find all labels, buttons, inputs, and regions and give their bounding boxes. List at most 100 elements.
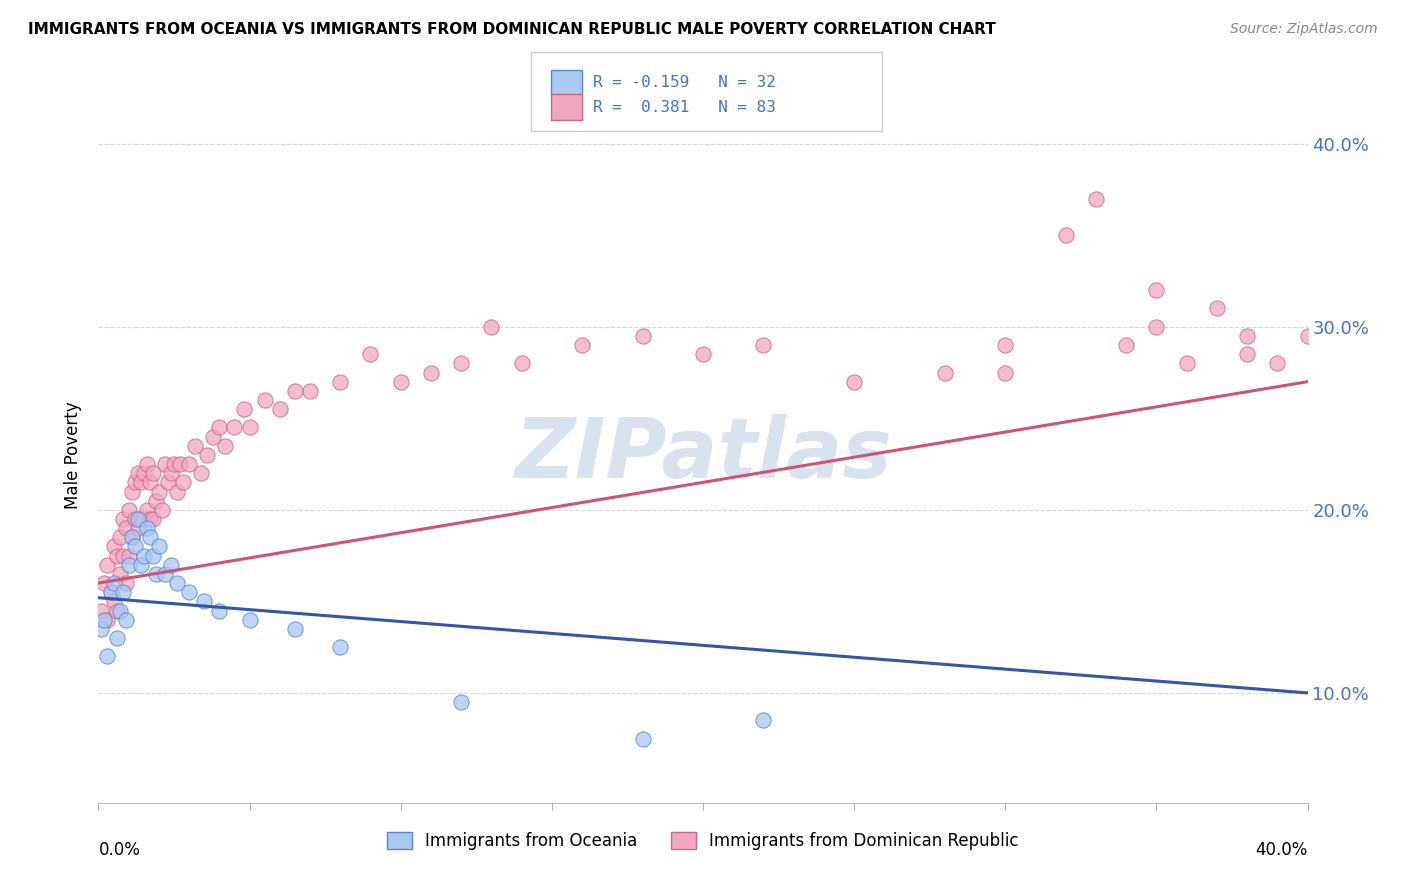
Point xyxy=(1206,301,1229,316)
Point xyxy=(90,622,112,636)
Point xyxy=(179,585,201,599)
Point xyxy=(193,594,215,608)
Point xyxy=(145,566,167,581)
Point xyxy=(692,347,714,361)
Point xyxy=(166,576,188,591)
Point xyxy=(179,457,201,471)
Point xyxy=(208,420,231,434)
Point xyxy=(111,585,134,599)
Point xyxy=(752,714,775,728)
Point xyxy=(139,512,162,526)
Point xyxy=(142,512,165,526)
Text: R =  0.381   N = 83: R = 0.381 N = 83 xyxy=(593,100,776,114)
Point xyxy=(124,540,146,554)
Point xyxy=(195,448,218,462)
Point xyxy=(139,530,162,544)
Point xyxy=(169,457,191,471)
Point xyxy=(132,512,155,526)
Point xyxy=(1144,319,1167,334)
Point xyxy=(148,484,170,499)
Point xyxy=(127,521,149,535)
Point xyxy=(420,366,443,380)
Point xyxy=(90,603,112,617)
Point xyxy=(114,576,136,591)
Point xyxy=(202,429,225,443)
Text: R = -0.159   N = 32: R = -0.159 N = 32 xyxy=(593,76,776,90)
Point xyxy=(103,576,125,591)
Point xyxy=(100,585,122,599)
Point xyxy=(103,594,125,608)
Point xyxy=(142,467,165,481)
Point xyxy=(389,375,412,389)
Point xyxy=(1236,329,1258,343)
Point xyxy=(129,558,152,572)
Point xyxy=(121,484,143,499)
Point xyxy=(108,530,131,544)
Point xyxy=(166,484,188,499)
Point xyxy=(631,329,654,343)
Point xyxy=(239,613,262,627)
Point xyxy=(156,475,179,490)
Point xyxy=(1296,329,1319,343)
Point xyxy=(127,467,149,481)
Point xyxy=(135,521,157,535)
Point xyxy=(148,540,170,554)
Point xyxy=(135,503,157,517)
Point xyxy=(121,530,143,544)
Point xyxy=(190,467,212,481)
Point xyxy=(127,512,149,526)
Point xyxy=(299,384,322,398)
Point xyxy=(752,338,775,352)
Point xyxy=(124,475,146,490)
Point xyxy=(631,731,654,746)
Point xyxy=(571,338,593,352)
Point xyxy=(214,439,236,453)
Point xyxy=(118,549,141,563)
Point xyxy=(96,649,118,664)
Legend: Immigrants from Oceania, Immigrants from Dominican Republic: Immigrants from Oceania, Immigrants from… xyxy=(381,826,1025,857)
Point xyxy=(121,530,143,544)
Point xyxy=(208,603,231,617)
Point xyxy=(114,521,136,535)
Point xyxy=(96,613,118,627)
Text: IMMIGRANTS FROM OCEANIA VS IMMIGRANTS FROM DOMINICAN REPUBLIC MALE POVERTY CORRE: IMMIGRANTS FROM OCEANIA VS IMMIGRANTS FR… xyxy=(28,22,995,37)
Point xyxy=(329,640,352,655)
Point xyxy=(160,467,183,481)
Point xyxy=(1115,338,1137,352)
Point xyxy=(105,549,128,563)
Point xyxy=(108,603,131,617)
Point xyxy=(360,347,382,361)
Text: 40.0%: 40.0% xyxy=(1256,841,1308,859)
Point xyxy=(269,402,291,417)
Point xyxy=(253,392,276,407)
Point xyxy=(111,549,134,563)
Point xyxy=(1175,356,1198,370)
Point xyxy=(994,338,1017,352)
Point xyxy=(1144,283,1167,297)
Point xyxy=(142,549,165,563)
Point xyxy=(153,566,176,581)
Point xyxy=(1085,192,1108,206)
Point xyxy=(132,467,155,481)
Point xyxy=(118,503,141,517)
Point xyxy=(1267,356,1289,370)
Point xyxy=(129,475,152,490)
Point xyxy=(172,475,194,490)
Point xyxy=(1236,347,1258,361)
Point xyxy=(129,512,152,526)
Point xyxy=(108,566,131,581)
Point xyxy=(510,356,533,370)
Point xyxy=(93,613,115,627)
Point xyxy=(450,356,472,370)
Point xyxy=(284,622,307,636)
Point xyxy=(239,420,262,434)
Text: ZIPatlas: ZIPatlas xyxy=(515,415,891,495)
Point xyxy=(118,558,141,572)
Point xyxy=(105,603,128,617)
Point xyxy=(139,475,162,490)
Point xyxy=(481,319,503,334)
Text: 0.0%: 0.0% xyxy=(98,841,141,859)
Point xyxy=(150,503,173,517)
Point xyxy=(329,375,352,389)
Point xyxy=(232,402,254,417)
